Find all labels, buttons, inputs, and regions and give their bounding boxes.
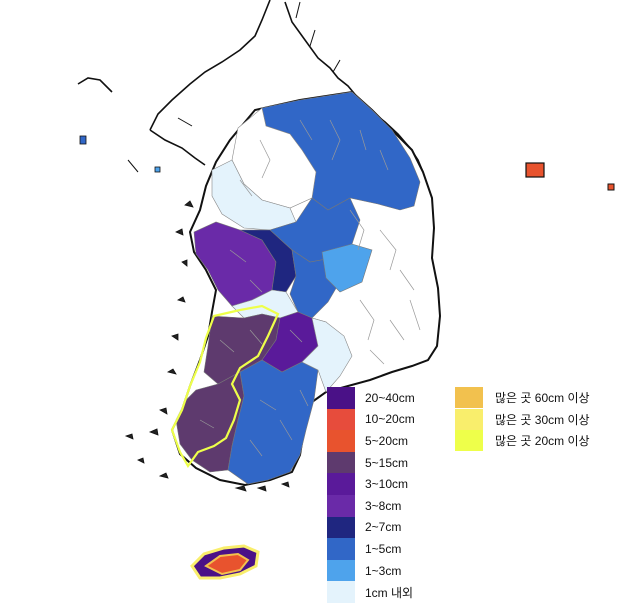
legend-max: 많은 곳 60cm 이상 많은 곳 30cm 이상 많은 곳 20cm 이상 (455, 387, 590, 452)
region-gyeongbuk-northwest (321, 243, 373, 293)
dokdo (607, 183, 615, 191)
legend-label: 1cm 내외 (365, 585, 414, 600)
legend-label: 2~7cm (365, 520, 402, 535)
north-korea-inner-lines (127, 1, 341, 173)
legend-item-3-10: 3~10cm (327, 473, 415, 495)
legend-swatch (455, 387, 483, 409)
legend-label: 많은 곳 30cm 이상 (495, 412, 590, 427)
legend-swatch (327, 538, 355, 560)
legend-swatch (327, 451, 355, 474)
legend-item-1-5: 1~5cm (327, 538, 415, 560)
legend-item-2-7: 2~7cm (327, 516, 415, 539)
jeju-center (204, 552, 250, 576)
legend-item-under-1: 1cm 내외 (327, 581, 415, 603)
legend-swatch (455, 430, 483, 452)
region-jeonnam-east (227, 359, 319, 485)
legend-swatch (327, 581, 355, 603)
legend-label: 20~40cm (365, 390, 415, 405)
legend-label: 1~5cm (365, 541, 402, 556)
legend-swatch (327, 387, 355, 409)
max-20cm-outline (170, 304, 280, 469)
legend-max-30: 많은 곳 30cm 이상 (455, 408, 590, 431)
legend-item-1-3: 1~3cm (327, 559, 415, 582)
legend-label: 3~8cm (365, 498, 402, 513)
legend-swatch (327, 430, 355, 452)
legend-label: 10~20cm (365, 412, 415, 427)
legend-label: 1~3cm (365, 563, 402, 578)
legend-label: 많은 곳 20cm 이상 (495, 434, 590, 449)
small-island-nw-2 (154, 166, 161, 173)
legend-swatch (327, 473, 355, 495)
legend-swatch (327, 516, 355, 539)
legend-item-10-20: 10~20cm (327, 408, 415, 431)
ulleungdo (525, 162, 545, 178)
legend-label: 많은 곳 60cm 이상 (495, 391, 590, 406)
district-lines (199, 119, 421, 457)
legend-max-60: 많은 곳 60cm 이상 (455, 387, 590, 409)
legend-label: 5~15cm (365, 455, 409, 470)
legend-label: 3~10cm (365, 477, 409, 492)
legend-swatch (327, 408, 355, 431)
legend-max-20: 많은 곳 20cm 이상 (455, 430, 590, 452)
legend-item-20-40: 20~40cm (327, 387, 415, 409)
region-gyeongnam-light (301, 317, 353, 393)
legend-swatch (327, 494, 355, 517)
legend-label: 5~20cm (365, 433, 409, 448)
legend-swatch (455, 408, 483, 430)
legend-snowfall: 20~40cm 10~20cm 5~20cm 5~15cm 3~10cm 3~8… (327, 387, 415, 603)
small-island-nw-1 (79, 135, 87, 145)
legend-item-5-20: 5~20cm (327, 430, 415, 452)
legend-item-3-8: 3~8cm (327, 494, 415, 517)
west-coast-islands (124, 200, 290, 492)
legend-swatch (327, 559, 355, 582)
legend-item-5-15: 5~15cm (327, 451, 415, 474)
